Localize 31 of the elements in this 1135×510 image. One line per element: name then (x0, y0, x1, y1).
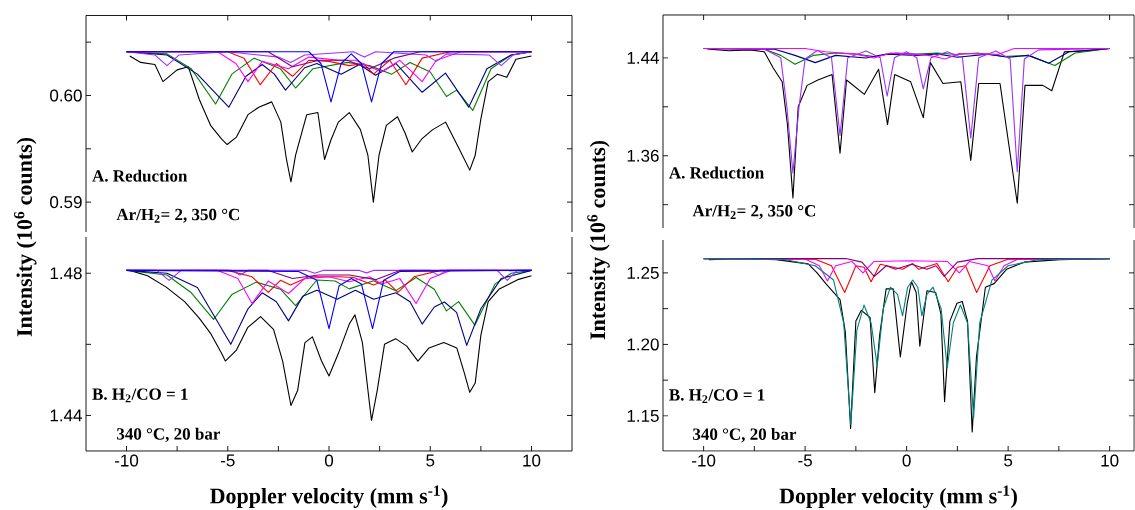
annotation: Ar/H$_{2}$= 2, 350 °C (116, 208, 240, 223)
annotation: A. Reduction (92, 169, 188, 182)
y-axis-title: Intensity (10$^{6}$ counts) (587, 140, 610, 340)
y-tick-label: 0.59 (50, 196, 82, 209)
y-tick-label: 1.44 (50, 409, 82, 422)
x-axis-title: Doppler velocity (mm s$^{-1}$) (210, 485, 448, 508)
x-tick-label: 10 (1101, 454, 1119, 467)
y-tick-label: 1.20 (627, 338, 659, 351)
y-tick-label: 1.44 (627, 51, 659, 64)
y-tick-label: 1.15 (627, 410, 659, 422)
annotation: A. Reduction (669, 166, 764, 179)
annotation: Ar/H$_{2}$= 2, 350 °C (692, 205, 816, 219)
x-tick-label: 0 (324, 454, 334, 467)
annotation: 340 °C, 20 bar (693, 427, 797, 443)
y-tick-label: 1.25 (627, 266, 659, 279)
y-tick-label: 0.60 (50, 89, 82, 102)
annotation: B. H$_{2}$/CO = 1 (92, 388, 188, 403)
x-tick-label: 5 (1004, 454, 1013, 467)
y-axis-title: Intensity (10$^{6}$ counts) (14, 137, 37, 337)
x-tick-label: -10 (114, 454, 139, 467)
x-tick-label: -5 (220, 454, 235, 467)
annotation: 340 °C, 20 bar (116, 427, 221, 443)
x-tick-label: 5 (426, 454, 435, 467)
x-tick-label: -10 (692, 454, 716, 467)
y-tick-label: 1.36 (627, 149, 659, 162)
x-tick-label: -5 (798, 454, 812, 467)
x-axis-title: Doppler velocity (mm s$^{-1}$) (779, 485, 1017, 508)
annotation: B. H$_{2}$/CO = 1 (669, 389, 765, 404)
y-tick-label: 1.48 (50, 267, 82, 280)
x-tick-label: 10 (523, 454, 541, 467)
x-tick-label: 0 (902, 454, 911, 467)
